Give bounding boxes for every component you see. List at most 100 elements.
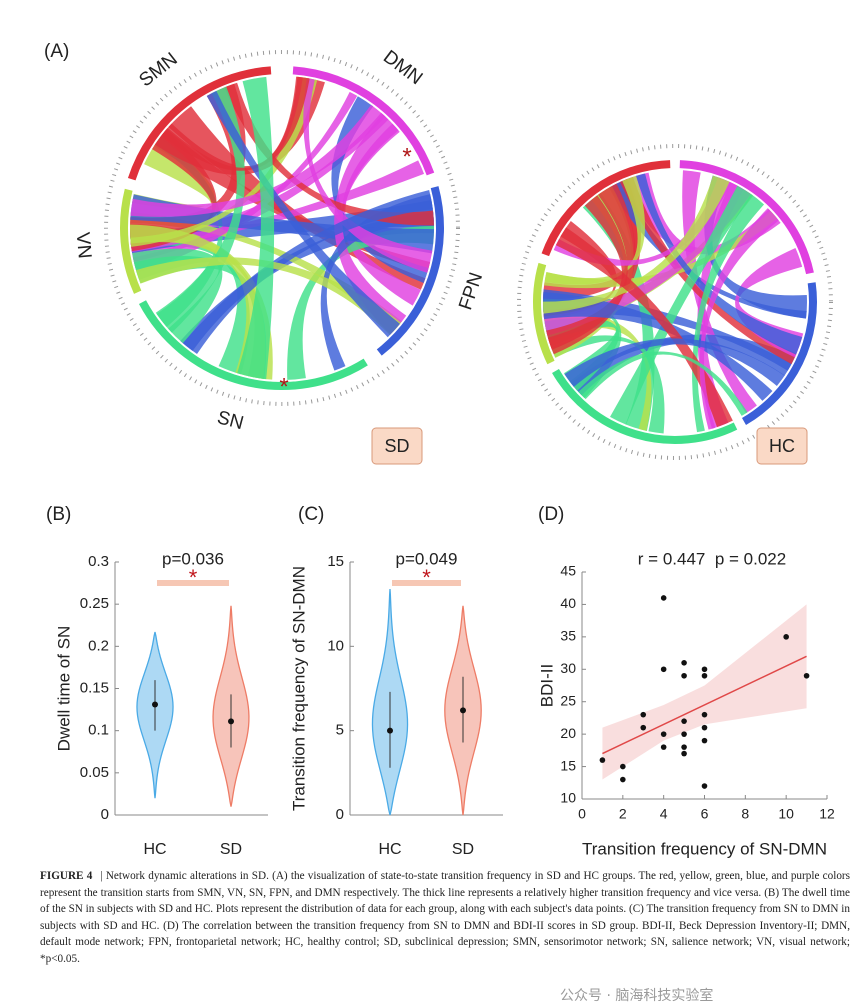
chord-ribbon (130, 236, 250, 375)
y-tick-label: 15 (560, 757, 576, 773)
chord-ribbon (692, 194, 765, 433)
chord-ribbon (180, 212, 434, 351)
data-point (599, 757, 606, 763)
x-tick-label: 6 (701, 806, 709, 822)
caption-label: FIGURE 4 (40, 870, 93, 882)
group-label: DMN (379, 46, 426, 89)
chord-ribbon (704, 175, 807, 319)
significance-mark: * (402, 143, 411, 170)
data-point (660, 666, 667, 673)
y-tick-label: 0.05 (80, 764, 109, 781)
x-tick-label: SD (220, 841, 242, 858)
median-point (387, 727, 393, 734)
median-point (152, 701, 158, 708)
data-point (681, 718, 687, 724)
data-point (681, 660, 687, 666)
group-arc (533, 262, 555, 365)
group-arc (741, 282, 817, 425)
data-point (620, 776, 626, 783)
group-arc (120, 188, 142, 294)
y-tick-label: 20 (560, 725, 576, 741)
median-point (228, 718, 234, 725)
data-point (640, 724, 647, 731)
chord-ribbon (543, 180, 751, 336)
y-tick-label: 10 (560, 790, 576, 806)
chart: (A) SMN DMN FPN SN VN SD HC * * (B) 0 0.05 0.1 0.15 0.2… (44, 41, 835, 858)
tick-ring (517, 144, 833, 460)
median-point (460, 707, 466, 714)
y-tick-label: 35 (560, 628, 576, 644)
group-arc (138, 300, 368, 390)
y-tick-label: 0.3 (88, 553, 109, 570)
x-tick-label: 8 (741, 806, 749, 822)
watermark: 公众号 · 脑海科技实验室 (560, 988, 714, 1004)
significance-bar (157, 580, 229, 586)
data-point (620, 763, 626, 770)
significance-mark: * (422, 565, 431, 590)
significance-mark: * (279, 373, 288, 400)
panel-label: (C) (298, 504, 324, 525)
caption-text: Network dynamic alterations in SD. (A) t… (40, 870, 850, 965)
group-arc (292, 66, 435, 176)
data-point (803, 672, 810, 679)
data-point (701, 783, 708, 789)
panel-label: (B) (46, 504, 71, 525)
chord-ribbon (130, 104, 386, 217)
p-value: p=0.049 (396, 549, 458, 568)
x-tick-label: HC (378, 841, 401, 858)
x-tick-label: 2 (619, 806, 627, 822)
chord-ribbon (206, 90, 400, 338)
chord-ribbon (303, 78, 433, 273)
chord-ribbon (130, 77, 318, 247)
tick-ring (104, 50, 460, 406)
panel-label: (D) (538, 504, 564, 525)
chord-ribbon (564, 338, 785, 387)
group-tag-label: HC (769, 436, 795, 456)
data-point (701, 666, 708, 673)
chord-ribbon (610, 185, 753, 425)
y-tick-label: 25 (560, 692, 576, 708)
group-tag (756, 427, 808, 465)
chord-ribbon (155, 86, 245, 333)
group-label: SMN (135, 49, 181, 92)
chord-ribbon (341, 123, 421, 306)
data-point (701, 737, 708, 744)
data-point (701, 711, 708, 718)
annotation: r = 0.447 p = 0.022 (638, 549, 786, 568)
data-point (660, 744, 667, 750)
data-point (701, 724, 708, 731)
data-point (640, 711, 647, 718)
caption: FIGURE 4 | Network dynamic alterations in… (40, 868, 850, 967)
significance-bar (392, 580, 461, 586)
chord-ribbon (320, 194, 434, 371)
y-tick-label: 40 (560, 595, 576, 611)
group-label: SN (215, 407, 246, 434)
y-tick-label: 0 (101, 806, 109, 823)
data-point (681, 744, 687, 750)
chord-ribbon (578, 351, 748, 416)
confidence-band (602, 604, 807, 780)
chord-ribbon (635, 173, 803, 355)
x-tick-label: 0 (578, 806, 586, 822)
significance-mark: * (189, 565, 198, 590)
y-axis-label: Transition frequency of SN-DMN (289, 566, 308, 811)
data-point (681, 731, 687, 737)
group-arc (679, 160, 814, 275)
data-point (701, 672, 708, 679)
data-point (660, 595, 667, 601)
y-tick-label: 0.2 (88, 637, 109, 654)
y-tick-label: 0.1 (88, 722, 109, 739)
x-tick-label: SD (452, 841, 474, 858)
y-tick-label: 5 (336, 722, 344, 739)
panel-label: (A) (44, 41, 69, 62)
y-tick-label: 0 (336, 806, 344, 823)
group-arc (127, 66, 272, 181)
data-point (681, 750, 687, 757)
chord-ribbon (544, 175, 646, 285)
data-point (783, 634, 789, 640)
group-arc (552, 368, 738, 444)
chord-ribbon (132, 138, 215, 209)
y-tick-label: 10 (327, 637, 344, 654)
chord-ribbon (135, 257, 401, 336)
